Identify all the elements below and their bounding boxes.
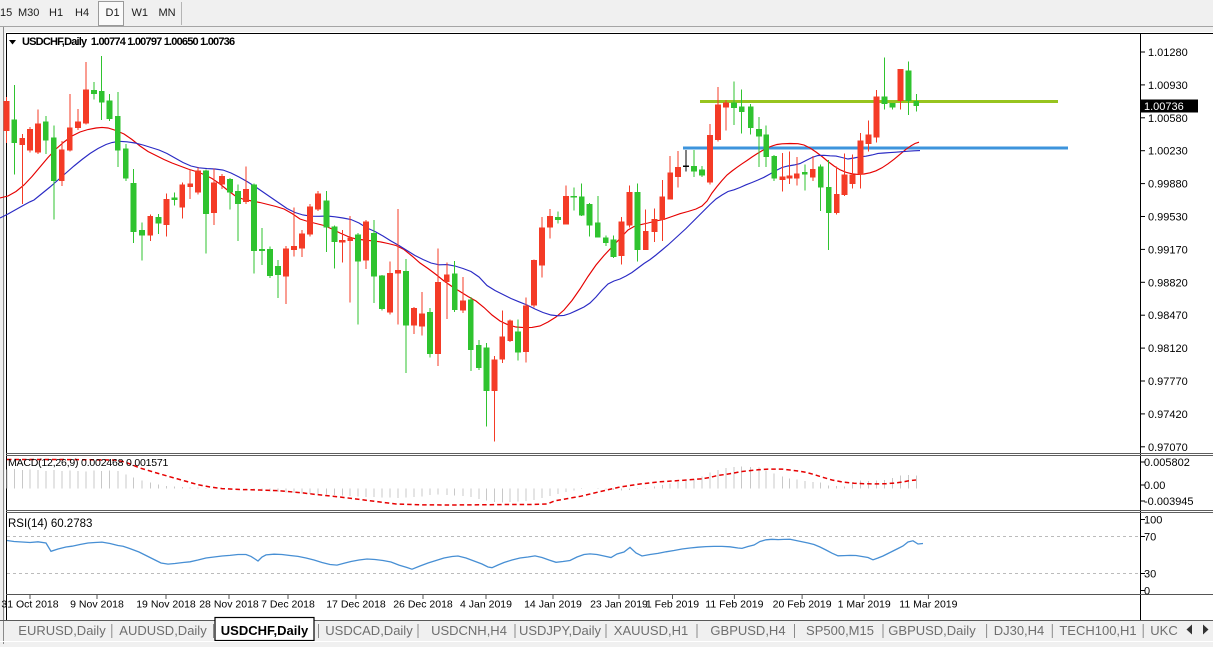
svg-text:0.98120: 0.98120: [1148, 343, 1188, 355]
svg-text:0.99880: 0.99880: [1148, 179, 1188, 191]
svg-text:GBPUSD,H4: GBPUSD,H4: [710, 623, 785, 638]
svg-text:28 Nov 2018: 28 Nov 2018: [199, 599, 259, 611]
svg-text:15: 15: [0, 7, 12, 19]
svg-text:14 Jan 2019: 14 Jan 2019: [524, 599, 582, 611]
svg-text:0.97770: 0.97770: [1148, 376, 1188, 388]
svg-text:4 Jan 2019: 4 Jan 2019: [460, 599, 512, 611]
svg-text:USDCAD,Daily: USDCAD,Daily: [325, 623, 413, 638]
svg-text:26 Dec 2018: 26 Dec 2018: [393, 599, 453, 611]
svg-text:M30: M30: [18, 7, 39, 19]
svg-text:100: 100: [1144, 515, 1162, 527]
svg-text:RSI(14) 60.2783: RSI(14) 60.2783: [8, 518, 92, 530]
svg-text:20 Feb 2019: 20 Feb 2019: [773, 599, 832, 611]
svg-text:-0.003945: -0.003945: [1144, 496, 1194, 508]
svg-text:W1: W1: [132, 7, 149, 19]
svg-text:7 Dec 2018: 7 Dec 2018: [261, 599, 315, 611]
svg-text:D1: D1: [106, 7, 120, 19]
svg-text:1.00736: 1.00736: [1144, 101, 1184, 113]
svg-text:19 Nov 2018: 19 Nov 2018: [136, 599, 196, 611]
svg-text:0.00: 0.00: [1144, 480, 1165, 492]
svg-text:0.97070: 0.97070: [1148, 442, 1188, 454]
svg-text:1 Mar 2019: 1 Mar 2019: [838, 599, 891, 611]
svg-text:H4: H4: [75, 7, 89, 19]
svg-text:GBPUSD,Daily: GBPUSD,Daily: [888, 623, 976, 638]
svg-text:UKC: UKC: [1150, 623, 1177, 638]
svg-text:TECH100,H1: TECH100,H1: [1059, 623, 1136, 638]
svg-text:USDCNH,H4: USDCNH,H4: [431, 623, 507, 638]
svg-text:0.98470: 0.98470: [1148, 310, 1188, 322]
svg-text:0: 0: [1144, 586, 1150, 598]
svg-text:70: 70: [1144, 532, 1156, 544]
svg-text:DJ30,H4: DJ30,H4: [994, 623, 1045, 638]
svg-text:0.97420: 0.97420: [1148, 409, 1188, 421]
svg-text:MACD(12,26,9) 0.002468 0.00157: MACD(12,26,9) 0.002468 0.001571: [8, 457, 169, 469]
svg-text:31 Oct 2018: 31 Oct 2018: [1, 599, 58, 611]
svg-text:SP500,M15: SP500,M15: [806, 623, 874, 638]
svg-text:EURUSD,Daily: EURUSD,Daily: [18, 623, 106, 638]
svg-text:0.99530: 0.99530: [1148, 212, 1188, 224]
svg-text:1.00230: 1.00230: [1148, 146, 1188, 158]
svg-text:17 Dec 2018: 17 Dec 2018: [326, 599, 386, 611]
svg-text:1.00930: 1.00930: [1148, 80, 1188, 92]
svg-text:1 Feb 2019: 1 Feb 2019: [646, 599, 699, 611]
svg-text:USDCHF,Daily 1.00774 1.00797: USDCHF,Daily 1.00774 1.00797 1.00650 1.0…: [22, 36, 235, 48]
svg-text:11 Mar 2019: 11 Mar 2019: [899, 599, 957, 611]
svg-text:9 Nov 2018: 9 Nov 2018: [70, 599, 124, 611]
svg-text:0.98820: 0.98820: [1148, 277, 1188, 289]
svg-text:0.005802: 0.005802: [1144, 457, 1190, 469]
svg-text:USDCHF,Daily: USDCHF,Daily: [221, 623, 309, 638]
svg-text:1.00580: 1.00580: [1148, 113, 1188, 125]
svg-text:23 Jan 2019: 23 Jan 2019: [590, 599, 648, 611]
svg-text:0.99170: 0.99170: [1148, 244, 1188, 256]
svg-text:H1: H1: [49, 7, 63, 19]
svg-text:MN: MN: [159, 7, 176, 19]
svg-text:XAUUSD,H1: XAUUSD,H1: [614, 623, 688, 638]
svg-text:1.01280: 1.01280: [1148, 47, 1188, 59]
svg-text:AUDUSD,Daily: AUDUSD,Daily: [119, 623, 207, 638]
svg-text:11 Feb 2019: 11 Feb 2019: [705, 599, 763, 611]
svg-text:30: 30: [1144, 569, 1156, 581]
svg-text:USDJPY,Daily: USDJPY,Daily: [519, 623, 602, 638]
